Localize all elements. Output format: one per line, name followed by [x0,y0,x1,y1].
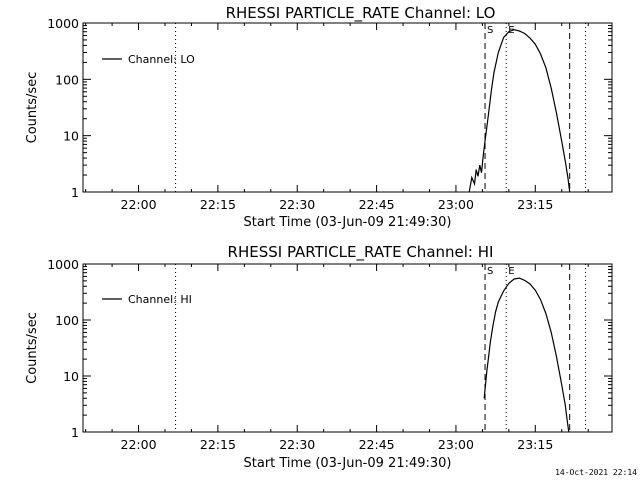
plot-frame [82,263,613,433]
marker-label: S [487,266,493,277]
y-tick-label: 1 [71,185,79,200]
x-axis-label: Start Time (03-Jun-09 21:49:30) [244,215,452,230]
y-tick-label: 10 [63,369,79,384]
x-tick-label: 22:30 [279,197,315,212]
x-tick-label: 22:15 [200,437,236,452]
y-tick-label: 1000 [47,257,79,272]
series-line [483,277,570,433]
legend-entry: Channel: LO [128,53,195,66]
panel-hi: RHESSI PARTICLE_RATE Channel: HI Start Ti… [25,243,613,471]
x-axis-label: Start Time (03-Jun-09 21:49:30) [244,456,452,471]
chart-title: RHESSI PARTICLE_RATE Channel: HI [228,243,494,262]
x-tick-label: 22:45 [359,197,395,212]
y-axis-label: Counts/sec [25,312,40,384]
y-tick-label: 1 [71,425,79,440]
legend-entry: Channel: HI [128,293,192,306]
y-tick-label: 100 [55,313,79,328]
y-axis-label: Counts/sec [25,72,40,144]
marker-label: E [508,266,514,277]
series-line [468,29,571,193]
x-tick-label: 22:15 [200,197,236,212]
chart-title: RHESSI PARTICLE_RATE Channel: LO [226,4,496,23]
x-tick-label: 22:30 [279,437,315,452]
marker-label: S [487,25,493,36]
y-tick-label: 100 [55,72,79,87]
x-tick-label: 23:15 [517,437,553,452]
x-tick-label: 23:00 [438,197,474,212]
x-tick-label: 22:00 [121,437,157,452]
x-tick-label: 22:00 [121,197,157,212]
x-tick-label: 23:00 [438,437,474,452]
x-tick-label: 23:15 [517,197,553,212]
panel-lo: RHESSI PARTICLE_RATE Channel: LO Start Ti… [25,4,613,230]
x-tick-label: 22:45 [359,437,395,452]
timestamp-footer: 14-Oct-2021 22:14 [555,468,637,477]
y-tick-label: 10 [63,129,79,144]
y-tick-label: 1000 [47,16,79,31]
plot-frame [82,22,613,193]
